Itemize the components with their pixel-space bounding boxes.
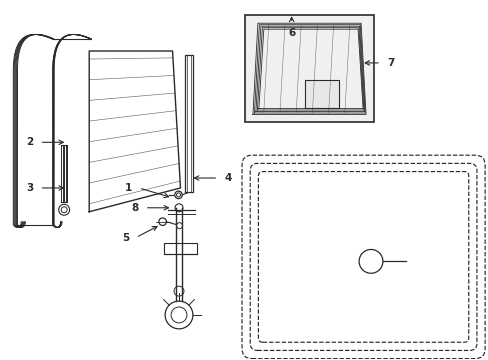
Bar — [244, 15, 373, 122]
Text: 5: 5 — [122, 233, 129, 243]
Text: 1: 1 — [125, 183, 132, 193]
Text: 4: 4 — [224, 173, 231, 183]
Bar — [304, 80, 339, 108]
Text: 8: 8 — [131, 203, 138, 213]
Text: 3: 3 — [26, 183, 33, 193]
Text: 2: 2 — [26, 137, 33, 147]
Text: 7: 7 — [386, 58, 394, 68]
Text: 6: 6 — [287, 28, 295, 38]
